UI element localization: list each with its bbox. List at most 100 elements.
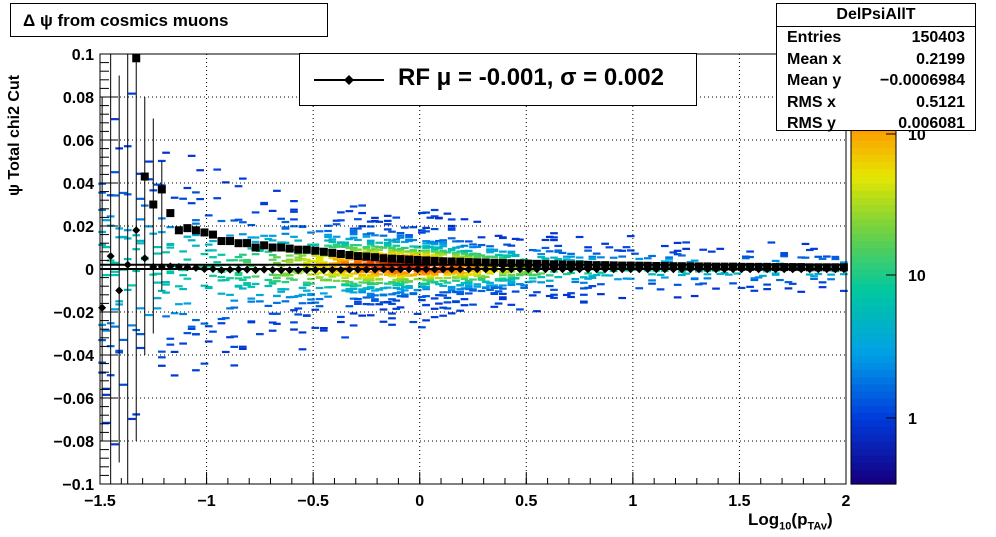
heatmap-cell xyxy=(341,254,349,257)
heatmap-cell xyxy=(418,299,426,302)
heatmap-cell xyxy=(204,249,213,252)
heatmap-cell xyxy=(422,303,430,307)
heatmap-cell xyxy=(162,315,170,318)
heatmap-cell xyxy=(366,283,375,286)
profile-mean-marker xyxy=(592,261,601,270)
heatmap-cell xyxy=(426,269,435,272)
heatmap-cell xyxy=(443,296,452,300)
heatmap-cell xyxy=(247,320,256,323)
heatmap-cell xyxy=(660,260,669,263)
heatmap-cell xyxy=(699,248,708,251)
heatmap-cell xyxy=(358,291,367,294)
heatmap-cell xyxy=(234,255,243,259)
profile-rf-marker xyxy=(601,265,610,274)
heatmap-cell xyxy=(111,171,119,174)
heatmap-cell xyxy=(362,245,371,249)
heatmap-cell xyxy=(469,273,477,276)
heatmap-cell xyxy=(507,283,516,287)
heatmap-cell xyxy=(396,280,405,283)
heatmap-cell xyxy=(307,301,315,305)
heatmap-cell xyxy=(102,387,111,390)
heatmap-cell xyxy=(362,287,371,290)
heatmap-cell xyxy=(230,259,239,262)
heatmap-cell xyxy=(422,319,430,322)
profile-mean-marker xyxy=(541,260,550,269)
heatmap-cell xyxy=(409,257,418,260)
heatmap-cell xyxy=(537,276,546,279)
heatmap-cell xyxy=(469,270,477,273)
heatmap-cell xyxy=(315,230,324,233)
heatmap-cell xyxy=(486,269,494,272)
heatmap-cell xyxy=(119,338,128,342)
heatmap-cell xyxy=(579,293,588,296)
heatmap-cell xyxy=(332,273,341,276)
heatmap-cell xyxy=(494,277,503,281)
heatmap-cell xyxy=(473,254,482,257)
heatmap-cell xyxy=(400,289,409,292)
profile-mean-marker xyxy=(294,245,303,254)
heatmap-cell xyxy=(413,251,422,255)
heatmap-cell xyxy=(375,269,384,272)
heatmap-cell xyxy=(746,285,754,288)
y-tick-label: −0.06 xyxy=(54,391,95,408)
heatmap-cell xyxy=(226,234,234,237)
heatmap-cell xyxy=(281,249,290,252)
heatmap-cell xyxy=(332,244,341,247)
y-tick-label: 0.08 xyxy=(63,90,94,107)
heatmap-cell xyxy=(332,262,341,265)
heatmap-cell xyxy=(746,250,754,253)
heatmap-cell xyxy=(273,294,281,298)
heatmap-cell xyxy=(486,251,494,254)
colorbar-segment xyxy=(851,398,896,406)
heatmap-cell xyxy=(477,254,486,257)
heatmap-cell xyxy=(409,245,418,248)
profile-mean-marker xyxy=(149,200,158,209)
heatmap-cell xyxy=(111,118,119,121)
heatmap-cell xyxy=(136,307,145,310)
heatmap-cell xyxy=(166,271,175,275)
profile-rf-marker xyxy=(609,265,618,274)
heatmap-cell xyxy=(422,253,430,256)
colorbar-segment xyxy=(851,297,896,306)
profile-mean-marker xyxy=(490,258,499,267)
heatmap-cell xyxy=(209,249,217,252)
heatmap-cell xyxy=(264,304,273,308)
heatmap-cell xyxy=(396,234,405,237)
profile-rf-marker xyxy=(549,265,558,274)
heatmap-cell xyxy=(307,243,315,246)
heatmap-cell xyxy=(358,273,367,276)
heatmap-cell xyxy=(281,288,290,291)
heatmap-cell xyxy=(524,273,533,276)
heatmap-cell xyxy=(447,227,456,230)
heatmap-cell xyxy=(366,239,375,242)
heatmap-cell xyxy=(153,183,162,186)
heatmap-cell xyxy=(567,295,575,299)
profile-rf-marker xyxy=(98,303,107,312)
heatmap-cell xyxy=(588,285,597,288)
heatmap-cell xyxy=(251,240,260,243)
heatmap-cell xyxy=(439,245,447,248)
heatmap-cell xyxy=(341,243,349,247)
heatmap-cell xyxy=(486,255,494,258)
profile-mean-marker xyxy=(353,252,362,261)
heatmap-cell xyxy=(128,284,136,287)
heatmap-cell xyxy=(102,393,111,396)
heatmap-cell xyxy=(439,239,447,242)
heatmap-cell xyxy=(741,255,750,258)
heatmap-cell xyxy=(584,286,592,289)
heatmap-cell xyxy=(268,234,277,237)
colorbar-tick-label: 10 xyxy=(908,127,926,144)
heatmap-cell xyxy=(507,280,516,283)
heatmap-cell xyxy=(507,251,516,254)
profile-rf-marker xyxy=(208,265,217,273)
heatmap-cell xyxy=(354,244,362,247)
heatmap-cell xyxy=(187,327,196,330)
heatmap-cell xyxy=(473,273,482,276)
heatmap-cell xyxy=(315,265,324,268)
heatmap-cell xyxy=(430,280,439,283)
heatmap-cell xyxy=(447,289,456,292)
heatmap-cell xyxy=(166,343,175,346)
heatmap-cell xyxy=(430,243,439,246)
profile-rf-marker xyxy=(643,265,652,274)
heatmap-cell xyxy=(464,279,473,283)
